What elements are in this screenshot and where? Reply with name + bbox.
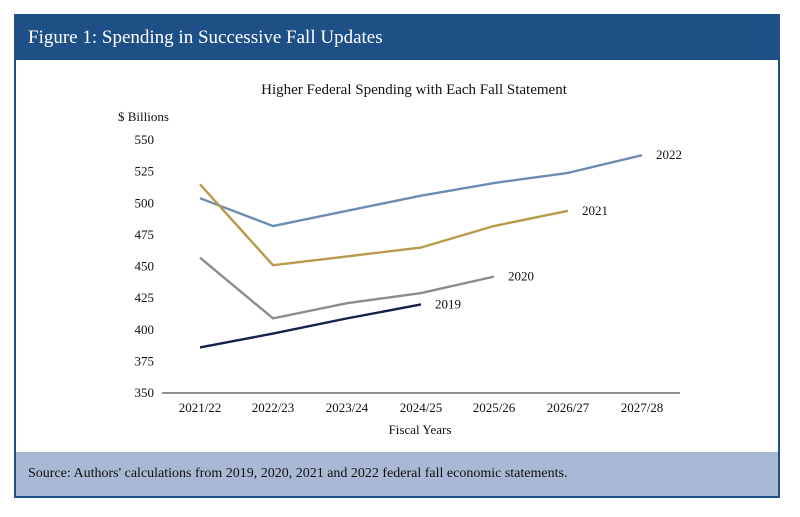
- y-tick-label: 450: [135, 259, 155, 274]
- x-axis-label: Fiscal Years: [389, 422, 452, 437]
- series-label-2020: 2020: [508, 269, 534, 284]
- series-line-2019: [199, 303, 422, 349]
- series-label-2021: 2021: [582, 203, 608, 218]
- y-tick-label: 500: [135, 195, 155, 210]
- x-tick-label: 2026/27: [547, 400, 590, 415]
- figure-source: Source: Authors' calculations from 2019,…: [16, 452, 778, 496]
- chart-title: Higher Federal Spending with Each Fall S…: [261, 82, 568, 98]
- y-tick-label: 400: [135, 322, 155, 337]
- x-tick-label: 2024/25: [400, 400, 443, 415]
- figure-title: Figure 1: Spending in Successive Fall Up…: [16, 16, 778, 60]
- y-tick-label: 475: [135, 227, 155, 242]
- y-tick-label: 375: [135, 353, 155, 368]
- x-tick-label: 2021/22: [179, 400, 222, 415]
- figure-frame: Figure 1: Spending in Successive Fall Up…: [14, 14, 780, 498]
- y-tick-label: 350: [135, 385, 155, 400]
- y-axis-label: $ Billions: [118, 109, 169, 124]
- x-tick-label: 2027/28: [621, 400, 664, 415]
- series-line-2022: [199, 154, 643, 228]
- x-tick-label: 2025/26: [473, 400, 516, 415]
- series-line-2020: [199, 256, 495, 320]
- series-label-2019: 2019: [435, 296, 461, 311]
- x-tick-label: 2023/24: [326, 400, 369, 415]
- x-tick-label: 2022/23: [252, 400, 295, 415]
- y-tick-label: 525: [135, 164, 155, 179]
- y-tick-label: 425: [135, 290, 155, 305]
- y-tick-label: 550: [135, 132, 155, 147]
- series-label-2022: 2022: [656, 147, 682, 162]
- series-line-2021: [199, 183, 569, 267]
